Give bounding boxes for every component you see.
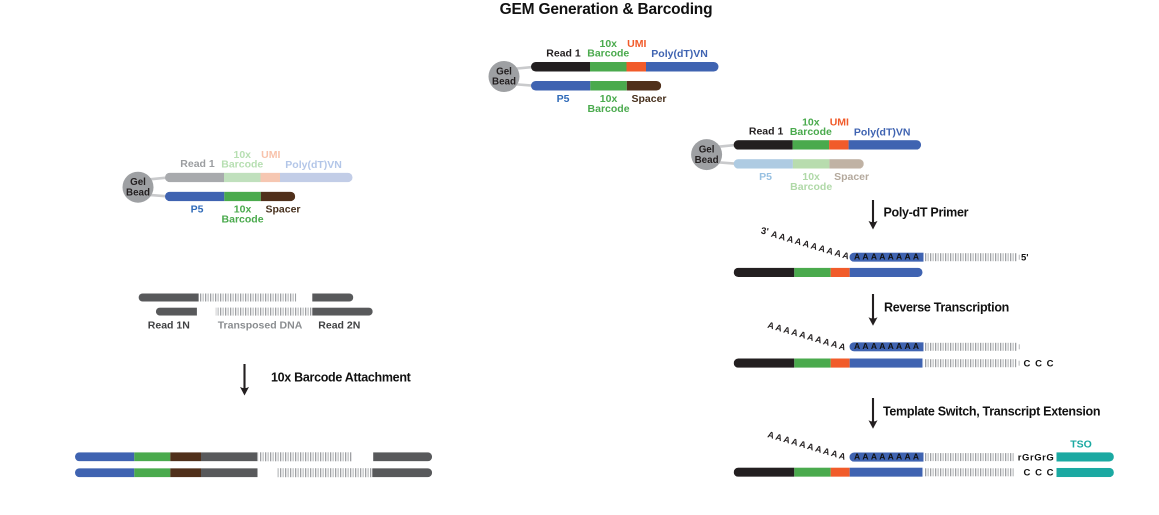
svg-text:10x: 10x <box>234 204 252 216</box>
svg-text:Transposed DNA: Transposed DNA <box>218 320 303 332</box>
svg-text:Reverse Transcription: Reverse Transcription <box>884 301 1009 315</box>
svg-text:Bead: Bead <box>492 77 516 88</box>
svg-text:C C C: C C C <box>1024 358 1054 369</box>
svg-text:10x: 10x <box>600 93 618 105</box>
svg-text:Read 1: Read 1 <box>749 126 784 138</box>
svg-text:Read 1N: Read 1N <box>148 320 190 332</box>
svg-text:Spacer: Spacer <box>631 93 666 105</box>
svg-text:Barcode: Barcode <box>221 158 263 170</box>
svg-text:3': 3' <box>760 226 769 238</box>
svg-text:TSO: TSO <box>1070 439 1092 451</box>
svg-text:P5: P5 <box>759 171 772 183</box>
svg-text:UMI: UMI <box>261 149 280 161</box>
svg-text:Bead: Bead <box>695 155 719 166</box>
svg-text:Poly(dT)VN: Poly(dT)VN <box>285 159 342 171</box>
svg-text:Spacer: Spacer <box>265 204 300 216</box>
svg-text:UMI: UMI <box>627 38 646 50</box>
svg-text:GEM Generation & Barcoding: GEM Generation & Barcoding <box>500 1 713 18</box>
svg-text:Template Switch, Transcript Ex: Template Switch, Transcript Extension <box>883 405 1100 419</box>
svg-text:Poly(dT)VN: Poly(dT)VN <box>651 48 708 60</box>
svg-text:Bead: Bead <box>126 187 150 198</box>
svg-text:10x: 10x <box>802 171 820 183</box>
svg-text:Barcode: Barcode <box>587 48 629 60</box>
svg-text:UMI: UMI <box>830 116 849 128</box>
svg-text:Poly-dT Primer: Poly-dT Primer <box>884 206 969 220</box>
svg-text:P5: P5 <box>191 204 204 216</box>
svg-text:10x: 10x <box>599 38 617 50</box>
svg-text:10x: 10x <box>233 149 251 161</box>
svg-text:P5: P5 <box>557 93 570 105</box>
svg-text:Gel: Gel <box>496 67 512 78</box>
svg-text:5': 5' <box>1021 252 1029 263</box>
svg-text:Barcode: Barcode <box>790 181 832 193</box>
svg-text:C C C: C C C <box>1024 468 1054 479</box>
svg-text:Gel: Gel <box>130 177 146 188</box>
svg-text:Barcode: Barcode <box>790 126 832 138</box>
svg-text:10x: 10x <box>802 116 820 128</box>
svg-text:Barcode: Barcode <box>222 214 264 226</box>
svg-text:Poly(dT)VN: Poly(dT)VN <box>854 126 911 138</box>
svg-text:Gel: Gel <box>699 145 715 156</box>
svg-text:Read 2N: Read 2N <box>318 320 360 332</box>
svg-text:Read 1: Read 1 <box>546 48 581 60</box>
svg-text:10x Barcode Attachment: 10x Barcode Attachment <box>271 371 412 385</box>
svg-text:Read 1: Read 1 <box>180 158 215 170</box>
svg-text:Barcode: Barcode <box>588 103 630 115</box>
svg-text:Spacer: Spacer <box>834 171 869 183</box>
svg-text:rGrGrG: rGrGrG <box>1018 452 1054 463</box>
